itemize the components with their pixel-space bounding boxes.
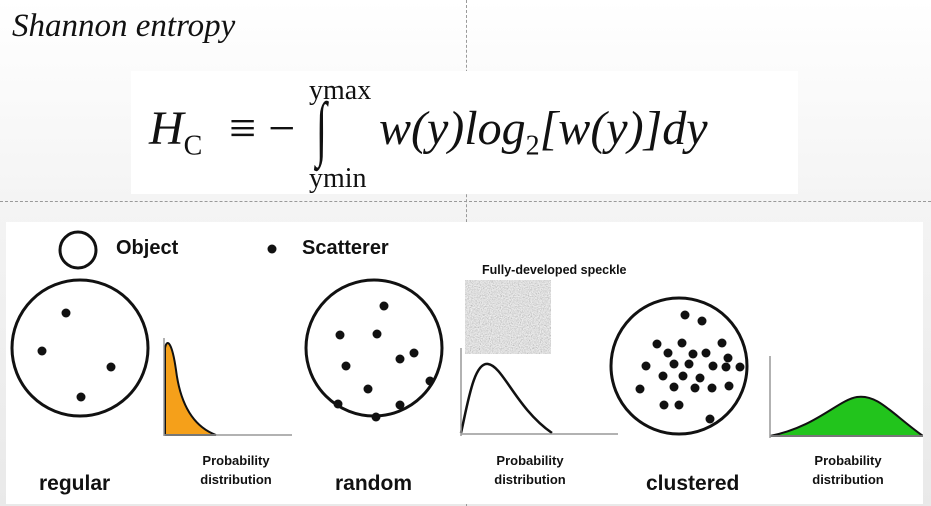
legend-object-circle-icon — [58, 230, 98, 270]
speckle-title: Fully-developed speckle — [482, 263, 627, 277]
legend-scatterer-dot-icon — [267, 244, 277, 254]
clustered-object-circle — [609, 296, 749, 436]
random-object — [304, 278, 444, 422]
regular-distribution-curve — [164, 342, 217, 436]
scatterer-dot — [680, 310, 690, 320]
legend-object-label: Object — [116, 237, 179, 259]
scatterer-dot — [677, 338, 687, 348]
slide-title: Shannon entropy — [12, 8, 236, 44]
scatterer-dot — [697, 316, 707, 326]
scatterer-dot — [684, 359, 694, 369]
speckle-image — [465, 280, 551, 354]
random-distribution-plot — [459, 348, 618, 436]
scatterer-dot — [335, 330, 345, 340]
distribution-label-regular: Probability distribution — [186, 451, 286, 489]
regular-object-circle — [10, 278, 150, 418]
scatterer-dot — [723, 353, 733, 363]
legend-scatterer-label: Scatterer — [302, 237, 389, 259]
formula-lower-limit: ymin — [309, 163, 367, 194]
formula-upper-limit: ymax — [309, 75, 372, 106]
scatterer-dot — [76, 392, 86, 402]
formula-lhs-symbol: H — [149, 102, 184, 155]
scatterer-dot — [652, 339, 662, 349]
scatterer-dot — [708, 361, 718, 371]
illustration-panel: Object Scatterer Fully-developed speckle… — [6, 222, 923, 504]
distribution-label-clustered: Probability distribution — [798, 451, 898, 489]
formula-lhs: HC — [149, 101, 202, 163]
scatterer-dot — [695, 373, 705, 383]
scatterer-dot — [669, 382, 679, 392]
scatterer-dot — [721, 362, 731, 372]
scatterer-dot — [635, 384, 645, 394]
scatterer-dot — [707, 383, 717, 393]
scatterer-dot — [371, 412, 381, 422]
scatterer-dot — [663, 348, 673, 358]
formula-relation: ≡ − — [229, 102, 296, 155]
slide-guide-horizontal — [0, 201, 931, 202]
clustered-distribution-curve — [769, 395, 923, 437]
formula-integrand: w(y)log2[w(y)]dy — [379, 101, 708, 163]
scatterer-dot — [641, 361, 651, 371]
formula-integrand-part1: w(y)log — [379, 102, 526, 155]
scatterer-dot — [409, 348, 419, 358]
scatterer-dot — [106, 362, 116, 372]
formula-lhs-subscript: C — [183, 130, 203, 162]
scatterer-dot — [705, 414, 715, 424]
scatterer-dot — [669, 359, 679, 369]
distribution-label-line2: distribution — [200, 472, 272, 487]
category-label-random: random — [335, 472, 413, 495]
scatterer-dot — [363, 384, 373, 394]
regular-object — [10, 278, 150, 418]
scatterer-dot — [717, 338, 727, 348]
category-label-clustered: clustered — [646, 472, 740, 495]
scatterer-dot — [341, 361, 351, 371]
scatterer-dot — [659, 400, 669, 410]
distribution-label-line1: Probability — [202, 453, 270, 468]
scatterer-dot — [724, 381, 734, 391]
clustered-object — [609, 296, 749, 436]
scatterer-dot — [372, 329, 382, 339]
regular-distribution-plot — [163, 338, 292, 436]
random-object-circle — [304, 278, 444, 418]
distribution-label-line1: Probability — [814, 453, 882, 468]
scatterer-dot — [735, 362, 745, 372]
distribution-label-line1: Probability — [496, 453, 564, 468]
formula-box: HC ≡ − ∫ ymax ymin w(y)log2[w(y)]dy — [131, 71, 798, 194]
scatterer-dot — [674, 400, 684, 410]
scatterer-dot — [425, 376, 435, 386]
scatterer-dot — [379, 301, 389, 311]
random-distribution-curve — [459, 362, 553, 435]
distribution-label-line2: distribution — [494, 472, 566, 487]
scatterer-dot — [678, 371, 688, 381]
scatterer-dot — [690, 383, 700, 393]
scatterer-dot — [37, 346, 47, 356]
scatterer-dot — [395, 354, 405, 364]
formula-integrand-part2: [w(y)]dy — [539, 102, 708, 155]
clustered-distribution-plot — [769, 356, 923, 438]
distribution-label-line2: distribution — [812, 472, 884, 487]
scatterer-dot — [688, 349, 698, 359]
distribution-label-random: Probability distribution — [480, 451, 580, 489]
illustration-svg — [10, 230, 923, 438]
integral-sign: ∫ — [316, 88, 327, 168]
scatterer-dot — [395, 400, 405, 410]
scatterer-dot — [61, 308, 71, 318]
scatterer-dot — [658, 371, 668, 381]
formula-log-base: 2 — [525, 130, 540, 162]
scatterer-dot — [333, 399, 343, 409]
entropy-formula: HC ≡ − ∫ ymax ymin w(y)log2[w(y)]dy — [131, 71, 798, 194]
scatterer-dot — [701, 348, 711, 358]
category-label-regular: regular — [39, 472, 111, 495]
